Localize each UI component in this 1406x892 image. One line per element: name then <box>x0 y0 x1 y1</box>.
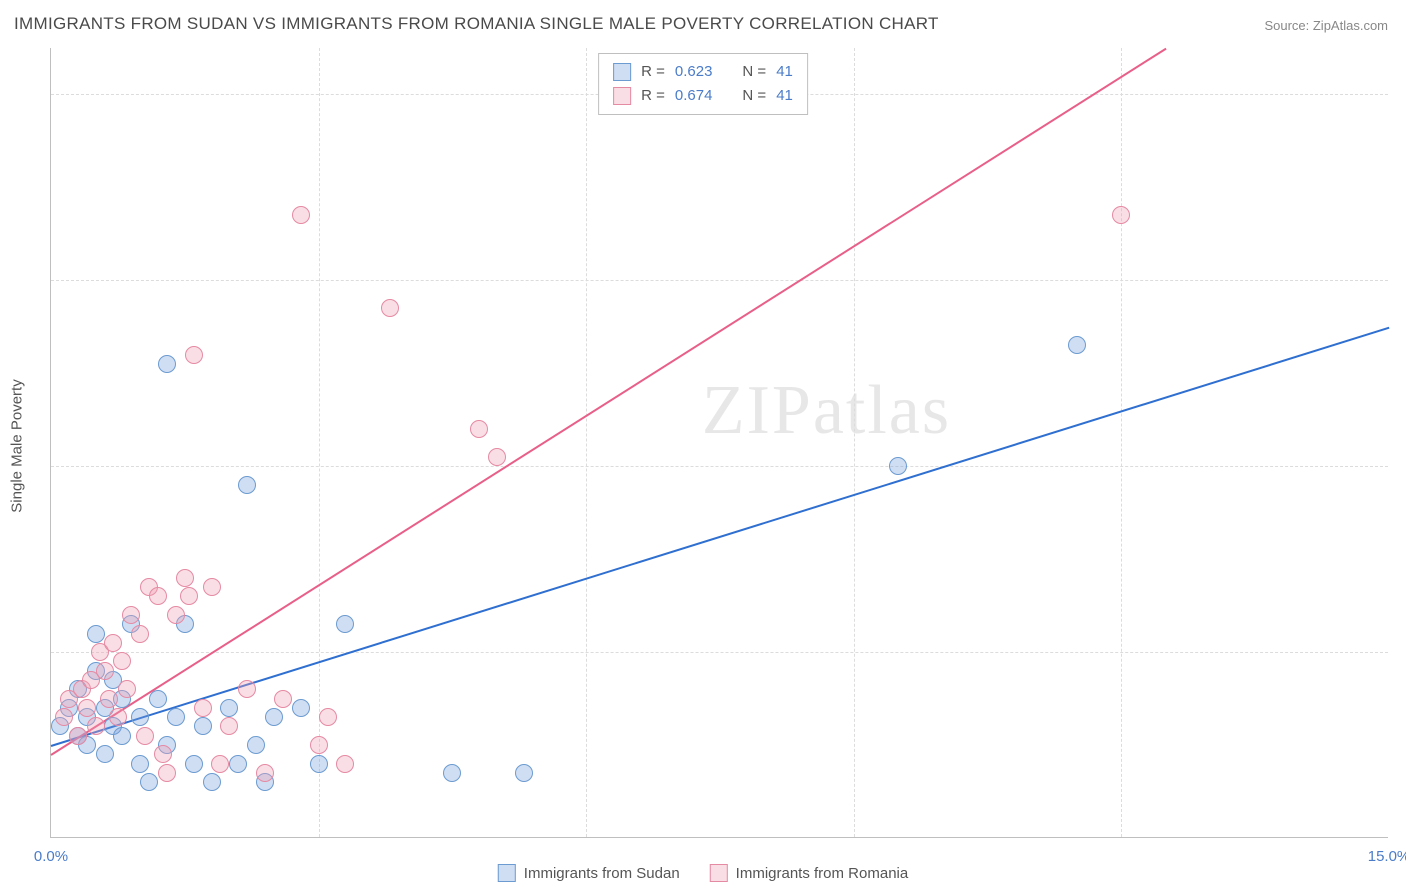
data-point <box>55 708 73 726</box>
data-point <box>1112 206 1130 224</box>
data-point <box>310 736 328 754</box>
chart-title: IMMIGRANTS FROM SUDAN VS IMMIGRANTS FROM… <box>14 14 939 34</box>
data-point <box>185 755 203 773</box>
y-axis-label: Single Male Poverty <box>9 379 26 512</box>
watermark-text: ZIPatlas <box>702 371 951 451</box>
correlation-legend: R = 0.623 N = 41 R = 0.674 N = 41 <box>598 53 808 115</box>
correlation-chart: IMMIGRANTS FROM SUDAN VS IMMIGRANTS FROM… <box>0 0 1406 892</box>
data-point <box>87 625 105 643</box>
data-point <box>167 606 185 624</box>
data-point <box>211 755 229 773</box>
legend-item-sudan: Immigrants from Sudan <box>498 864 680 882</box>
data-point <box>265 708 283 726</box>
n-value-romania: 41 <box>776 84 793 108</box>
data-point <box>136 727 154 745</box>
data-point <box>220 699 238 717</box>
data-point <box>131 625 149 643</box>
data-point <box>185 346 203 364</box>
data-point <box>238 680 256 698</box>
x-tick-label: 0.0% <box>34 848 68 865</box>
data-point <box>149 587 167 605</box>
r-label: R = <box>641 84 665 108</box>
data-point <box>310 755 328 773</box>
data-point <box>87 717 105 735</box>
data-point <box>238 476 256 494</box>
x-tick-label: 15.0% <box>1368 848 1406 865</box>
legend-row-sudan: R = 0.623 N = 41 <box>613 60 793 84</box>
r-label: R = <box>641 60 665 84</box>
data-point <box>443 764 461 782</box>
data-point <box>113 727 131 745</box>
data-point <box>256 764 274 782</box>
data-point <box>515 764 533 782</box>
data-point <box>488 448 506 466</box>
legend-label-romania: Immigrants from Romania <box>736 865 909 882</box>
swatch-pink-icon <box>710 864 728 882</box>
trend-line <box>50 48 1166 756</box>
swatch-blue-icon <box>498 864 516 882</box>
data-point <box>381 299 399 317</box>
r-value-romania: 0.674 <box>675 84 713 108</box>
data-point <box>176 569 194 587</box>
data-point <box>69 727 87 745</box>
data-point <box>1068 336 1086 354</box>
data-point <box>203 773 221 791</box>
gridline-h <box>51 280 1388 281</box>
data-point <box>220 717 238 735</box>
legend-item-romania: Immigrants from Romania <box>710 864 909 882</box>
source-label: Source: ZipAtlas.com <box>1264 18 1388 33</box>
data-point <box>336 615 354 633</box>
data-point <box>96 745 114 763</box>
n-value-sudan: 41 <box>776 60 793 84</box>
data-point <box>247 736 265 754</box>
data-point <box>78 699 96 717</box>
swatch-blue-icon <box>613 63 631 81</box>
data-point <box>889 457 907 475</box>
data-point <box>470 420 488 438</box>
data-point <box>158 764 176 782</box>
plot-area: ZIPatlas 20.0%40.0%60.0%80.0%0.0%15.0% <box>50 48 1388 838</box>
legend-label-sudan: Immigrants from Sudan <box>524 865 680 882</box>
data-point <box>203 578 221 596</box>
data-point <box>336 755 354 773</box>
data-point <box>229 755 247 773</box>
legend-row-romania: R = 0.674 N = 41 <box>613 84 793 108</box>
data-point <box>140 773 158 791</box>
data-point <box>180 587 198 605</box>
series-legend: Immigrants from Sudan Immigrants from Ro… <box>498 864 908 882</box>
n-label: N = <box>742 60 766 84</box>
gridline-v <box>1121 48 1122 837</box>
swatch-pink-icon <box>613 87 631 105</box>
data-point <box>194 699 212 717</box>
data-point <box>109 708 127 726</box>
n-label: N = <box>742 84 766 108</box>
data-point <box>149 690 167 708</box>
data-point <box>154 745 172 763</box>
gridline-v <box>854 48 855 837</box>
gridline-v <box>586 48 587 837</box>
data-point <box>113 652 131 670</box>
data-point <box>118 680 136 698</box>
gridline-h <box>51 466 1388 467</box>
data-point <box>131 708 149 726</box>
r-value-sudan: 0.623 <box>675 60 713 84</box>
data-point <box>158 355 176 373</box>
data-point <box>104 634 122 652</box>
data-point <box>131 755 149 773</box>
data-point <box>194 717 212 735</box>
data-point <box>319 708 337 726</box>
data-point <box>274 690 292 708</box>
data-point <box>100 690 118 708</box>
data-point <box>122 606 140 624</box>
data-point <box>292 206 310 224</box>
gridline-h <box>51 652 1388 653</box>
data-point <box>96 662 114 680</box>
data-point <box>292 699 310 717</box>
data-point <box>167 708 185 726</box>
